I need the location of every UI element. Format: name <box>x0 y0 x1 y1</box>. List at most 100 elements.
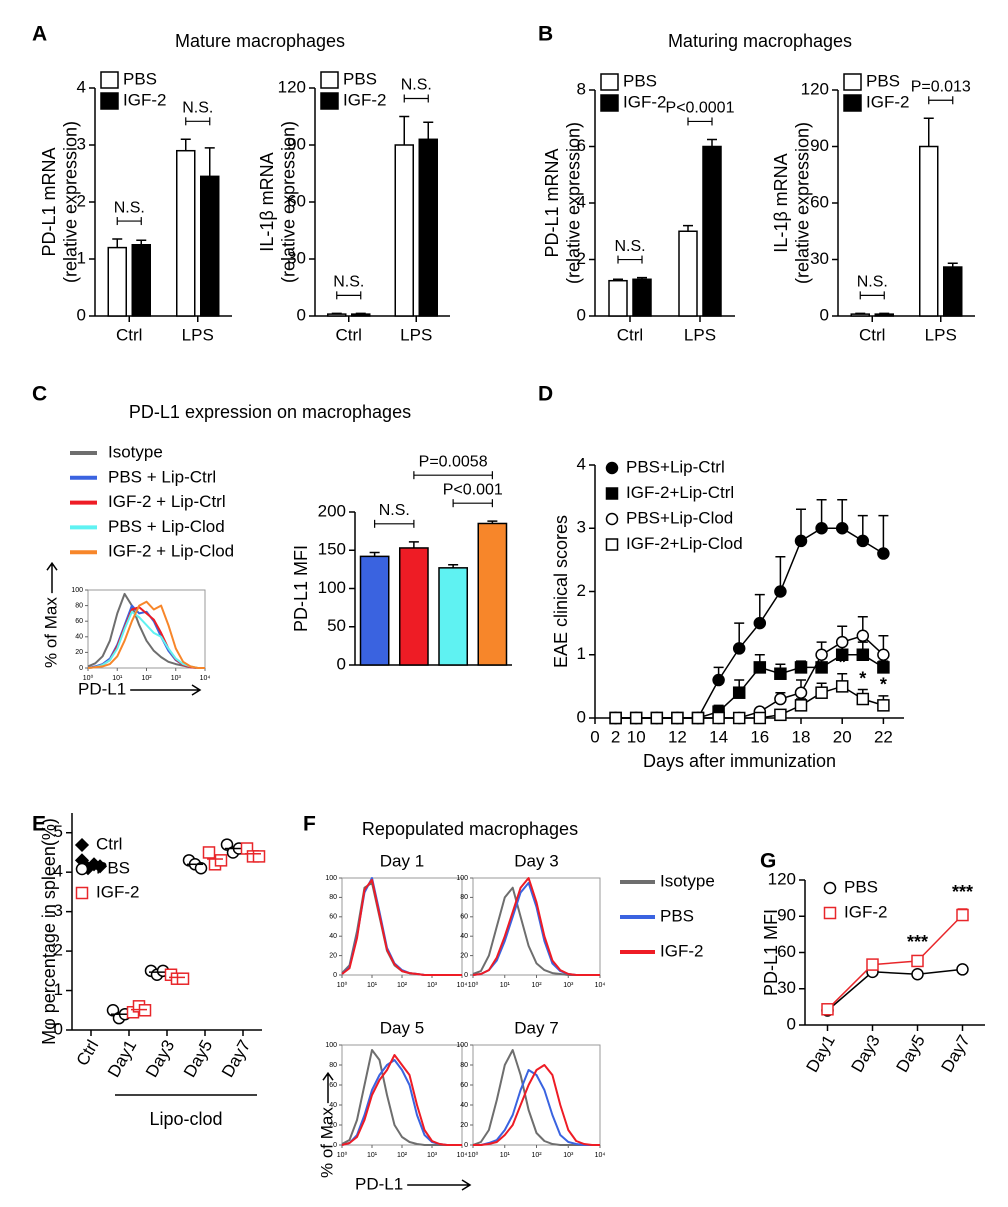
data-point <box>732 686 746 699</box>
bar <box>608 279 628 317</box>
y-axis-label: (relative expression) <box>60 121 80 283</box>
data-point <box>911 968 924 981</box>
x-tick-label: LPS <box>400 325 432 344</box>
y-tick-label: 0 <box>820 305 829 324</box>
data-point <box>877 648 890 661</box>
error-bar <box>878 514 889 554</box>
x-tick-label: 10 <box>627 727 646 746</box>
x-tick-label: 10¹ <box>367 1152 378 1159</box>
x-tick-label: 18 <box>792 727 811 746</box>
x-tick-label: 10⁴ <box>595 982 606 989</box>
y-tick-label: 60 <box>460 914 468 921</box>
data-point <box>835 635 849 649</box>
data-point <box>877 699 890 712</box>
error-bar <box>637 276 647 280</box>
error-bar <box>707 138 717 147</box>
legend-marker <box>823 906 837 920</box>
data-point <box>856 692 870 706</box>
y-axis-label: (relative expression) <box>563 122 583 284</box>
x-tick-label: LPS <box>182 325 214 344</box>
data-point <box>194 861 208 875</box>
data-point <box>956 908 969 922</box>
x-tick-label: Day7 <box>938 1032 974 1076</box>
annotation: * <box>839 652 846 672</box>
legend-swatch <box>100 92 119 110</box>
data-point <box>911 954 924 968</box>
x-tick-label: 10³ <box>171 675 182 682</box>
x-tick-label: 10¹ <box>500 982 511 989</box>
series-line <box>826 914 964 1010</box>
y-axis-label: IL-1β mRNA <box>257 152 277 251</box>
x-tick-label: 10⁰ <box>337 981 348 989</box>
x-tick-label: 10⁰ <box>468 981 479 989</box>
y-tick-label: 80 <box>75 602 83 609</box>
x-tick-label: Day1 <box>803 1032 839 1076</box>
y-axis-label: PD-L1 mRNA <box>39 147 59 256</box>
annotation: P<0.001 <box>443 481 503 498</box>
bar <box>359 555 390 666</box>
y-tick-label: 20 <box>329 1122 337 1129</box>
annotation: * <box>818 662 825 682</box>
error-bar <box>355 312 366 315</box>
data-point <box>794 661 808 674</box>
y-tick-label: 0 <box>577 305 586 324</box>
y-tick-label: 0 <box>333 1142 337 1149</box>
arrow <box>407 1179 472 1191</box>
data-point <box>691 711 705 725</box>
bar <box>394 144 414 317</box>
data-point <box>774 667 787 680</box>
y-tick-label: 4 <box>54 862 63 881</box>
y-tick-label: 50 <box>327 616 346 635</box>
x-tick-label: Day5 <box>180 1037 216 1081</box>
x-tick-label: 10⁰ <box>468 1151 479 1159</box>
legend-swatch <box>100 71 119 89</box>
panel-title: PD-L1 expression on macrophages <box>129 402 411 422</box>
data-point <box>712 711 725 725</box>
y-tick-label: 3 <box>54 901 63 920</box>
annotation: N.S. <box>379 502 410 519</box>
panel-label: G <box>760 850 776 873</box>
bar <box>438 567 469 666</box>
data-point <box>753 711 767 725</box>
y-tick-label: 0 <box>337 654 346 673</box>
data-point <box>956 963 969 976</box>
data-point <box>856 629 870 643</box>
y-tick-label: 100 <box>456 875 468 882</box>
y-tick-label: 150 <box>318 540 346 559</box>
data-point <box>794 686 808 699</box>
y-tick-label: 0 <box>333 972 337 979</box>
y-tick-label: 120 <box>768 869 796 888</box>
data-point <box>815 522 828 535</box>
legend-label: PBS+Lip-Clod <box>626 508 733 527</box>
annotation: *** <box>952 882 973 902</box>
y-tick-label: 90 <box>810 136 829 155</box>
x-tick-label: Day7 <box>218 1037 254 1081</box>
legend-swatch <box>600 73 619 91</box>
y-tick-label: 60 <box>329 1082 337 1089</box>
legend-label: PBS <box>343 69 377 88</box>
data-point <box>176 972 190 985</box>
x-tick-label: Ctrl <box>859 325 885 344</box>
error-bar <box>204 147 215 177</box>
x-tick-label: LPS <box>925 325 957 344</box>
y-tick-label: 100 <box>456 1042 468 1049</box>
annotation: N.S. <box>114 199 145 216</box>
y-tick-label: 40 <box>75 634 83 641</box>
y-tick-label: 90 <box>777 906 796 925</box>
y-tick-label: 2 <box>77 191 86 210</box>
data-point <box>712 673 725 687</box>
x-tick-label: 10³ <box>427 982 438 989</box>
bar <box>107 246 127 317</box>
y-tick-label: 8 <box>577 79 586 98</box>
y-tick-label: 20 <box>75 649 83 656</box>
legend-label: Ctrl <box>96 834 122 853</box>
y-axis-label: Mφ percentage in spleen(%) <box>39 818 59 1045</box>
legend-label: PBS <box>123 69 157 88</box>
error-bar <box>923 117 934 147</box>
legend-label: IGF-2 <box>844 902 887 921</box>
bar <box>943 266 963 317</box>
x-tick-label: 22 <box>874 727 893 746</box>
y-axis-label: PD-L1 mRNA <box>542 148 562 257</box>
bar <box>131 244 151 317</box>
